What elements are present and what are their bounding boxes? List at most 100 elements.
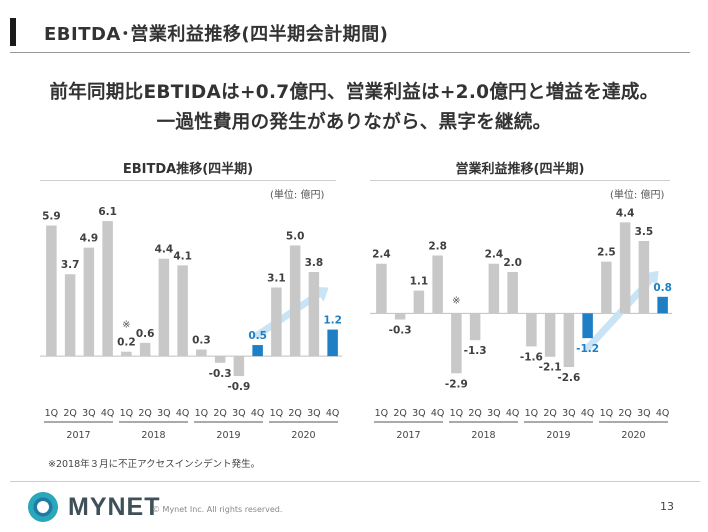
ebitda-incident-marker: ※ [122,320,130,331]
title-accent [10,18,16,46]
ebitda-bar [139,342,151,357]
incident-footnote: ※2018年３月に不正アクセスインシデント発生。 [48,459,261,470]
title-divider [10,52,690,53]
operating-profit-bar [469,313,481,341]
ebitda-data-label: 6.1 [98,206,117,218]
operating-profit-data-label: 4.4 [616,207,635,219]
operating-profit-chart-title: 営業利益推移(四半期) [455,162,585,177]
operating-profit-data-label: -1.3 [464,345,487,357]
headline-line-2: 一過性費用の発生がありながら、黒字を継続。 [156,112,552,133]
operating-profit-bar [619,222,631,314]
operating-profit-bar [451,313,462,374]
operating-profit-year-label: 2017 [396,430,420,441]
ebitda-bar [158,258,170,357]
ebitda-data-label: 3.8 [305,257,324,269]
ebitda-tick-label: 1Q [270,408,284,419]
operating-profit-bar [563,313,575,368]
operating-profit-data-label: 0.8 [653,282,672,294]
ebitda-data-label: 4.9 [80,233,99,245]
operating-profit-tick-label: 1Q [600,408,614,419]
ebitda-tick-label: 2Q [138,408,152,419]
ebitda-bar [233,356,245,377]
operating-profit-data-label: -2.1 [539,362,562,374]
operating-profit-bar [488,263,500,314]
ebitda-bar [214,356,226,363]
ebitda-tick-label: 3Q [232,408,246,419]
operating-profit-chart-rule [370,180,670,181]
ebitda-bar [289,245,301,357]
ebitda-data-label: 3.7 [61,259,80,271]
ebitda-bar [196,349,207,357]
operating-profit-data-label: 2.4 [485,249,504,261]
ebitda-data-label: 5.0 [286,230,305,242]
operating-profit-bar [526,313,537,347]
ebitda-bar [252,345,263,357]
ebitda-chart-rule [40,180,336,181]
operating-profit-tick-label: 1Q [450,408,464,419]
operating-profit-tick-label: 4Q [431,408,445,419]
operating-profit-bar [582,313,593,339]
ebitda-bar [46,225,57,357]
operating-profit-tick-label: 2Q [468,408,482,419]
ebitda-tick-label: 3Q [82,408,96,419]
operating-profit-year-label: 2019 [546,430,570,441]
ebitda-bar [64,274,76,357]
operating-profit-data-label: -0.3 [389,325,412,337]
ebitda-bar [308,272,320,357]
operating-profit-bar [432,255,443,314]
ebitda-tick-label: 1Q [120,408,134,419]
ebitda-unit-label: (単位: 億円) [270,190,325,201]
operating-profit-tick-label: 1Q [525,408,539,419]
ebitda-tick-label: 2Q [63,408,77,419]
ebitda-bar [121,351,132,357]
ebitda-chart-title: EBITDA推移(四半期) [122,162,254,177]
operating-profit-bar [507,272,518,314]
operating-profit-data-label: -2.6 [557,372,580,384]
title-bar: EBITDA･営業利益推移(四半期会計期間) [10,18,690,54]
ebitda-data-label: 4.4 [155,244,174,256]
ebitda-data-label: -0.3 [209,368,232,380]
operating-profit-data-label: -2.9 [445,378,468,390]
ebitda-bar [271,287,282,357]
ebitda-data-label: 0.2 [117,337,136,349]
headline-line-1: 前年同期比EBTIDAは+0.7億円、営業利益は+2.0億円と増益を達成。 [49,82,659,103]
operating-profit-tick-label: 3Q [637,408,651,419]
ebitda-data-label: 0.6 [136,328,155,340]
operating-profit-data-label: 3.5 [635,226,654,238]
operating-profit-data-label: 2.4 [372,249,391,261]
ebitda-data-label: 0.5 [248,330,267,342]
operating-profit-tick-label: 4Q [581,408,595,419]
ebitda-year-label: 2017 [66,430,90,441]
ebitda-data-label: -0.9 [227,381,250,393]
operating-profit-incident-marker: ※ [452,295,460,306]
operating-profit-chart: 2.4-0.31.12.8-2.9-1.32.42.0-1.6-2.1-2.6-… [370,207,672,441]
ebitda-data-label: 4.1 [173,250,192,262]
operating-profit-data-label: 1.1 [410,276,429,288]
ebitda-tick-label: 1Q [195,408,209,419]
operating-profit-data-label: -1.6 [520,351,543,363]
operating-profit-data-label: 2.8 [428,240,447,252]
operating-profit-tick-label: 3Q [562,408,576,419]
ebitda-tick-label: 2Q [213,408,227,419]
ebitda-data-label: 1.2 [323,315,342,327]
operating-profit-year-label: 2018 [471,430,495,441]
footer-divider [10,481,700,482]
page-number: 13 [660,500,674,513]
operating-profit-data-label: 2.0 [503,257,522,269]
ebitda-year-label: 2018 [141,430,165,441]
ebitda-chart: 5.9 3.7 4.9 6.1 0.20.6 4.44.1 0.3 -0.3-0.9 0.5 3.… [40,206,342,441]
operating-profit-year-label: 2020 [621,430,645,441]
operating-profit-tick-label: 3Q [487,408,501,419]
ebitda-tick-label: 3Q [307,408,321,419]
operating-profit-data-label: 2.5 [597,247,616,259]
ebitda-tick-label: 4Q [101,408,115,419]
operating-profit-tick-label: 4Q [506,408,520,419]
ebitda-bar [102,221,113,357]
ebitda-tick-label: 4Q [176,408,190,419]
operating-profit-unit-label: (単位: 億円) [610,190,665,201]
operating-profit-bar [376,263,387,314]
operating-profit-tick-label: 2Q [618,408,632,419]
operating-profit-tick-label: 2Q [543,408,557,419]
ebitda-bar [327,329,338,357]
ebitda-tick-label: 3Q [157,408,171,419]
